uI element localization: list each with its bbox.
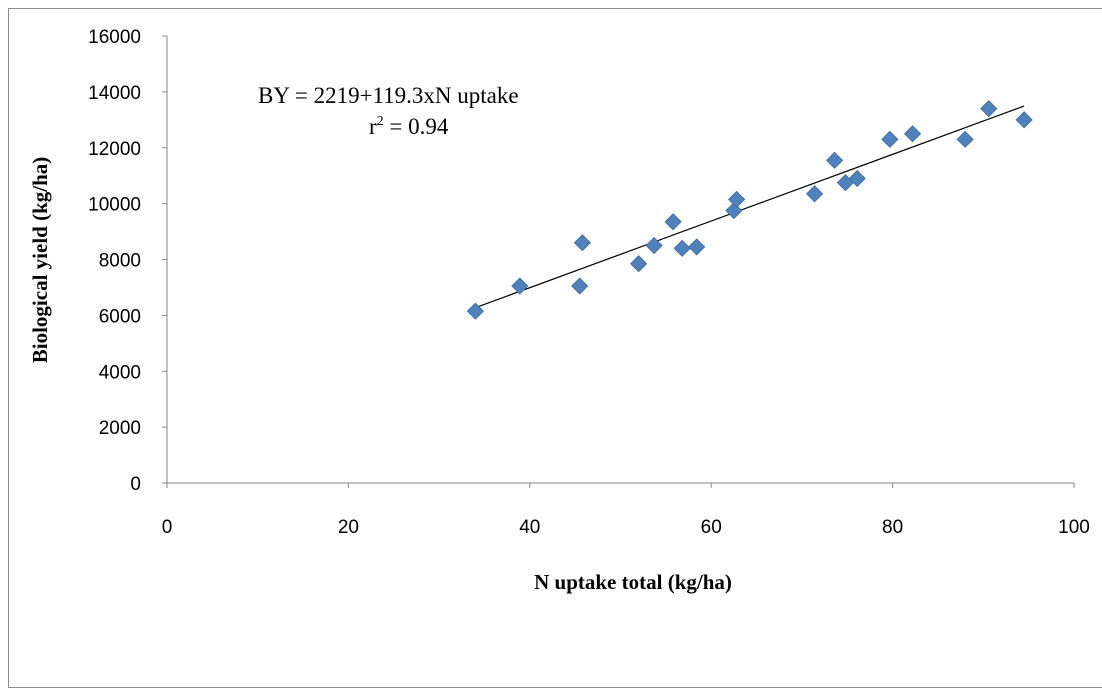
data-points [466, 100, 1033, 320]
data-point [573, 234, 591, 252]
y-axis-title: Biological yield (kg/ha) [28, 157, 52, 364]
y-tick-label: 2000 [99, 418, 141, 439]
data-point [673, 239, 691, 257]
x-tick-label: 80 [882, 517, 903, 538]
data-point [956, 130, 974, 148]
data-point [881, 130, 899, 148]
data-point [806, 185, 824, 203]
y-tick-marks [162, 35, 167, 484]
x-tick-label: 100 [1058, 517, 1090, 538]
y-tick-label: 10000 [88, 195, 141, 216]
data-point [664, 213, 682, 231]
y-tick-label: 14000 [88, 83, 141, 104]
trendline [475, 105, 1025, 309]
y-tick-label: 4000 [99, 362, 141, 383]
r-squared-label: r2 = 0.94 [369, 114, 449, 139]
y-tick-label: 12000 [88, 139, 141, 160]
data-point [511, 277, 529, 295]
data-point [571, 277, 589, 295]
y-tick-label: 16000 [88, 27, 141, 48]
data-point [848, 169, 866, 188]
y-tick-labels: 0 2000 4000 6000 8000 10000 12000 14000 16000 [88, 27, 141, 495]
x-tick-label: 20 [338, 517, 359, 538]
x-tick-label: 40 [519, 517, 540, 538]
data-point [728, 190, 746, 209]
x-tick-labels: 0 20 40 60 80 100 [162, 517, 1090, 538]
y-tick-label: 0 [130, 474, 141, 495]
chart-frame [8, 8, 1102, 688]
x-tick-label: 60 [701, 517, 722, 538]
data-point [825, 151, 844, 169]
x-axis-title: N uptake total (kg/ha) [534, 570, 732, 594]
y-tick-label: 6000 [99, 306, 141, 327]
data-point [1015, 111, 1033, 129]
data-point [630, 255, 648, 273]
data-point [980, 100, 998, 118]
data-point [688, 238, 706, 256]
data-point [903, 125, 922, 143]
equation-label: BY = 2219+119.3xN uptake [258, 83, 519, 108]
data-point [645, 236, 663, 255]
y-tick-label: 8000 [99, 251, 141, 272]
x-tick-marks [166, 483, 1075, 488]
x-tick-label: 0 [162, 517, 173, 538]
data-point [466, 302, 484, 320]
